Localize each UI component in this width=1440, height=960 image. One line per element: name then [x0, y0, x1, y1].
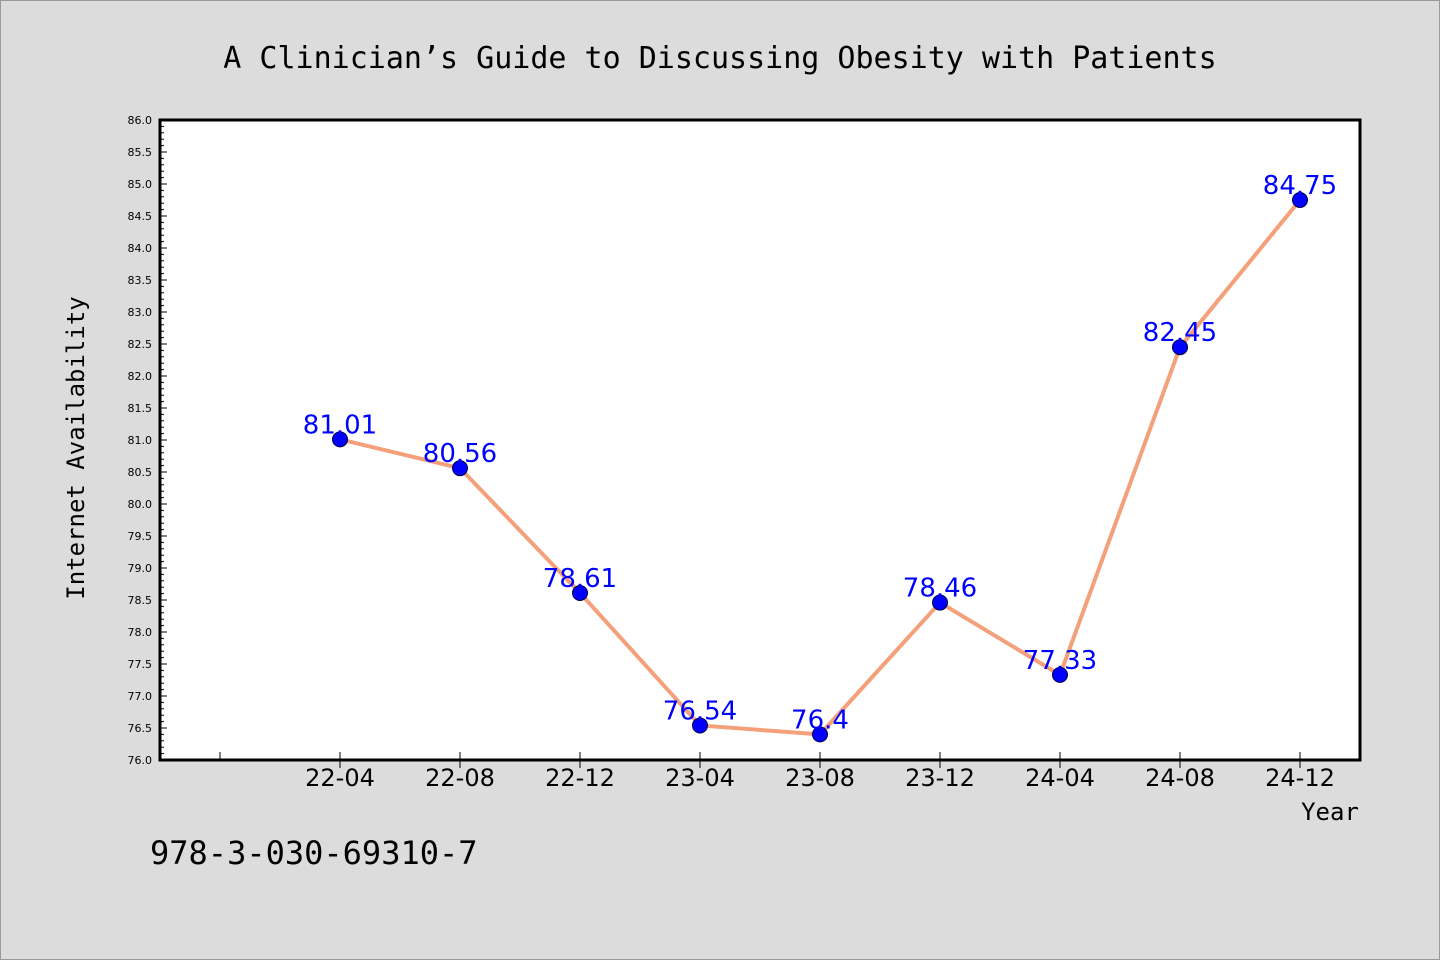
data-label: 80.56	[423, 439, 497, 469]
x-tick-label: 23-12	[905, 764, 975, 792]
y-tick-label: 79.5	[128, 530, 153, 543]
y-tick-label: 83.5	[128, 274, 153, 287]
y-tick-label: 84.5	[128, 210, 153, 223]
data-label: 82.45	[1143, 318, 1217, 348]
y-tick-label: 81.5	[128, 402, 153, 415]
data-label: 78.61	[543, 564, 617, 594]
y-tick-label: 80.0	[128, 498, 153, 511]
x-tick-label: 23-08	[785, 764, 855, 792]
y-tick-label: 77.0	[128, 690, 153, 703]
y-tick-label: 76.5	[128, 722, 153, 735]
y-tick-label: 76.0	[128, 754, 153, 767]
data-point	[932, 594, 948, 611]
y-tick-label: 79.0	[128, 562, 153, 575]
data-label: 77.33	[1023, 646, 1097, 676]
y-axis-title: Internet Availability	[62, 296, 90, 599]
x-tick-label: 23-04	[665, 764, 735, 792]
series-layer: 81.01 80.56 78.61 76.54 76.4 78.46 77.33 82.45 8…	[303, 171, 1337, 743]
data-label: 78.46	[903, 574, 977, 604]
y-tick-label: 81.0	[128, 434, 153, 447]
y-axis: 76.0 76.5 77.0 77.5 78.0 78.5 79.0 79.5 80.0 80.5…	[128, 114, 167, 767]
data-point	[572, 584, 588, 601]
x-axis: 22-04 22-08 22-12 23-04 23-08 23-12 24-04 24-08…	[219, 752, 1335, 792]
data-label: 81.01	[303, 410, 377, 440]
y-tick-label: 84.0	[128, 242, 153, 255]
x-tick-label: 22-08	[425, 764, 495, 792]
y-tick-label: 78.5	[128, 594, 153, 607]
x-tick-label: 24-04	[1025, 764, 1095, 792]
x-tick-label: 22-04	[305, 764, 375, 792]
x-tick-label: 22-12	[545, 764, 615, 792]
y-tick-label: 82.0	[128, 370, 153, 383]
data-label: 76.4	[791, 705, 849, 735]
isbn-footer: 978-3-030-69310-7	[150, 834, 478, 872]
y-tick-label: 78.0	[128, 626, 153, 639]
data-point	[812, 726, 828, 743]
data-point	[1172, 339, 1188, 356]
y-tick-label: 85.5	[128, 146, 153, 159]
y-tick-label: 83.0	[128, 306, 153, 319]
y-tick-label: 86.0	[128, 114, 153, 127]
y-tick-label: 77.5	[128, 658, 153, 671]
x-tick-label: 24-08	[1145, 764, 1215, 792]
data-point	[452, 460, 468, 477]
data-point	[332, 431, 348, 448]
data-point	[692, 717, 708, 734]
chart-title: A Clinician’s Guide to Discussing Obesit…	[223, 41, 1216, 76]
data-point	[1052, 666, 1068, 683]
x-axis-title: Year	[1301, 798, 1359, 826]
x-tick-label: 24-12	[1265, 764, 1335, 792]
data-point	[1292, 192, 1308, 208]
data-label: 76.54	[663, 696, 737, 726]
y-tick-label: 80.5	[128, 466, 153, 479]
y-tick-label: 85.0	[128, 178, 153, 191]
data-label: 84.75	[1263, 171, 1337, 201]
y-tick-label: 82.5	[128, 338, 153, 351]
plot-area	[158, 118, 1362, 762]
